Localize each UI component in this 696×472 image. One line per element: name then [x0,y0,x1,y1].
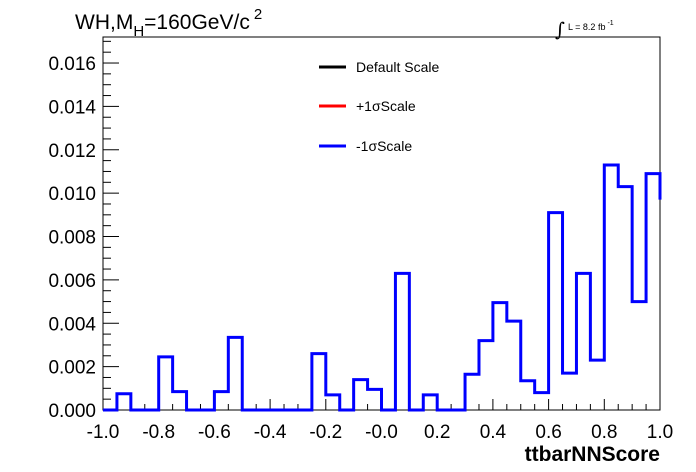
x-tick-label: -0.0 [365,422,398,443]
x-tick-label: -0.6 [198,422,231,443]
x-tick-label: 0.8 [591,422,617,443]
x-tick-label: 0.6 [535,422,561,443]
chart-title: WH,MH=160GeV/c 2 [75,6,262,40]
x-tick-label: 0.4 [480,422,507,443]
lumi-superscript: -1 [607,20,613,27]
lumi-text: L = 8.2 fb [568,22,605,32]
legend: Default Scale +1σScale -1σScale [319,59,439,154]
series-line-minus-1sigma-scale [103,163,662,412]
legend-label-plus-1sigma-scale: +1σScale [356,98,416,114]
legend-label-minus-1sigma-scale: -1σScale [356,138,412,154]
lumi-label: L = 8.2 fb -1 [568,20,614,32]
x-axis: -1.0 -0.8 -0.6 -0.4 -0.2 -0.0 0.2 0.4 0.6 0.8 1.0 [87,399,673,443]
lumi-integral-sign: ∫ [555,19,565,41]
y-tick-label: 0.004 [48,314,96,335]
legend-label-default-scale: Default Scale [356,59,439,75]
x-axis-title: ttbarNNScore [525,443,660,466]
title-main: WH,M [75,11,133,34]
x-tick-label: -0.8 [142,422,175,443]
y-tick-label: 0.010 [48,184,96,205]
y-axis: 0.000 0.002 0.004 0.006 0.008 0.010 0.012 0.014… [48,40,119,422]
y-tick-label: 0.012 [48,141,96,162]
y-tick-label: 0.016 [48,54,96,75]
x-tick-label: 0.2 [424,422,450,443]
y-tick-label: 0.002 [48,358,96,379]
x-tick-label: -1.0 [87,422,120,443]
y-tick-label: 0.014 [48,97,96,118]
x-tick-label: 1.0 [647,422,673,443]
x-tick-label: -0.4 [254,422,287,443]
y-tick-label: 0.000 [48,401,96,422]
title-rest: =160GeV/c [144,11,250,34]
x-tick-label: -0.2 [309,422,342,443]
title-superscript: 2 [254,6,262,23]
y-tick-label: 0.006 [48,271,96,292]
y-tick-label: 0.008 [48,228,96,249]
series-layer [103,163,662,412]
title-subscript: H [133,23,144,40]
